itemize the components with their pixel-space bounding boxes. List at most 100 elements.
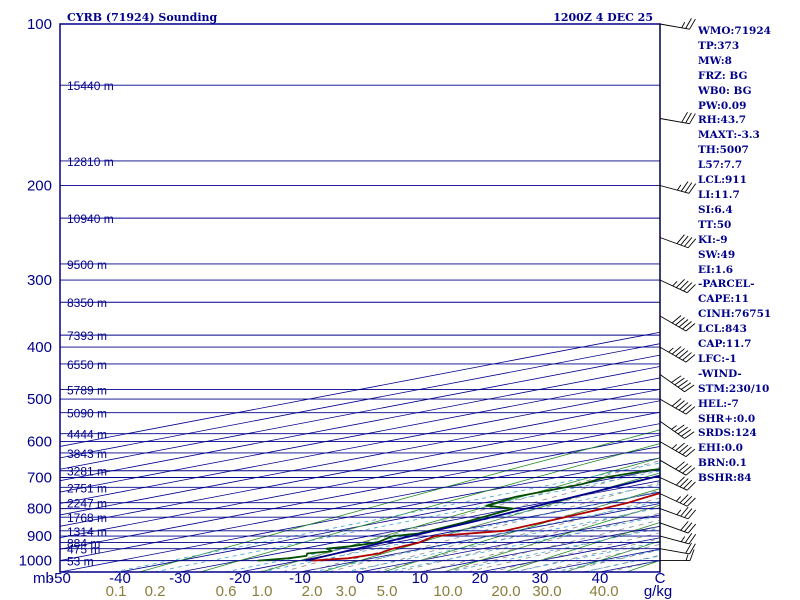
- height-label: 3281 m: [67, 465, 107, 479]
- barb-flag: [683, 282, 693, 292]
- barb-flag: [671, 315, 682, 324]
- barb-flag: [679, 478, 689, 488]
- mixing-ratio-label: 2.0: [302, 583, 323, 600]
- barb-flag: [680, 235, 689, 246]
- height-label: 5090 m: [67, 407, 107, 421]
- isotherm-line: [60, 343, 660, 459]
- barb-flag: [685, 448, 696, 457]
- barb-shaft: [659, 398, 687, 415]
- barb-half-flag: [672, 281, 678, 287]
- index-15: SW:49: [698, 248, 736, 261]
- barb-flag: [688, 183, 697, 194]
- pressure-tick-label: 500: [27, 391, 52, 408]
- barb-shaft: [659, 508, 689, 520]
- mixing-ratio-label: 10.0: [433, 583, 462, 600]
- barb-flag: [678, 444, 689, 453]
- height-label: 53 m: [67, 555, 94, 569]
- temperature-trace: [311, 492, 660, 562]
- barb-flag: [682, 446, 692, 455]
- temperature-tick-label: 0: [356, 570, 364, 587]
- height-label: 1314 m: [67, 525, 107, 539]
- barb-flag: [689, 543, 696, 555]
- dry-adiabat-line: [139, 429, 660, 572]
- pressure-tick-label: 1000: [19, 553, 52, 570]
- barb-flag: [686, 481, 696, 491]
- barb-flag: [685, 354, 696, 363]
- barb-shaft: [659, 535, 690, 545]
- index-21: CAP:11.7: [698, 338, 752, 351]
- pressure-tick-label: 200: [27, 178, 52, 195]
- mixing-ratio-label: 30.0: [532, 583, 561, 600]
- index-14: KI:-9: [698, 233, 728, 246]
- barb-flag: [678, 319, 689, 328]
- wind-barb: [660, 549, 695, 562]
- pressure-tick-label: 800: [27, 501, 52, 518]
- isotherm-line: [60, 366, 660, 482]
- index-1: TP:373: [698, 39, 740, 52]
- barb-flag: [689, 549, 695, 561]
- mixing-ratio-label: 0.6: [216, 583, 237, 600]
- index-0: WMO:71924: [698, 25, 771, 37]
- height-label: 6550 m: [67, 358, 107, 372]
- index-20: LCL:843: [698, 323, 747, 336]
- observation-time: 1200Z 4 DEC 25: [553, 11, 653, 24]
- temperature-tick-label: 20: [472, 570, 489, 587]
- mixing-ratio-unit-label: g/kg: [644, 583, 672, 600]
- moist-adiabat-line: [513, 538, 660, 572]
- mixing-ratio-label: 0.2: [145, 583, 166, 600]
- temperature-tick-label: -40: [109, 570, 131, 587]
- barb-half-flag: [671, 425, 677, 430]
- barb-half-flag: [668, 347, 674, 353]
- barb-flag: [683, 479, 693, 489]
- mixing-ratio-label: 0.1: [106, 583, 127, 600]
- temperature-tick-label: -20: [229, 570, 251, 587]
- moist-adiabat-line: [421, 512, 660, 572]
- mixing-ratio-label: 3.0: [336, 583, 357, 600]
- barb-shaft: [659, 441, 687, 457]
- index-17: -PARCEL-: [698, 278, 755, 291]
- wind-barb: [659, 521, 697, 534]
- wind-barb: [659, 315, 696, 332]
- barb-flag: [687, 509, 697, 520]
- barb-flag: [671, 375, 682, 383]
- barb-flag: [683, 495, 693, 505]
- index-10: LCL:911: [698, 174, 747, 187]
- barb-flag: [688, 534, 697, 545]
- index-12: SI:6.4: [698, 203, 733, 216]
- barb-flag: [678, 463, 689, 472]
- height-label: 12810 m: [67, 155, 114, 169]
- barb-flag: [684, 508, 693, 518]
- barb-half-flag: [681, 22, 686, 29]
- index-25: HEL:-7: [698, 397, 739, 410]
- barb-flag: [684, 522, 693, 532]
- wind-barb: [659, 506, 697, 520]
- pressure-tick-label: 400: [27, 339, 52, 356]
- plot-frame: [59, 23, 661, 573]
- barb-shaft: [659, 185, 690, 194]
- height-label: 8350 m: [67, 296, 107, 310]
- barb-shaft: [659, 315, 687, 332]
- background-grid: [60, 24, 660, 572]
- barb-flag: [675, 317, 685, 326]
- sounding-indices: WMO:71924 TP:373 MW:8 FRZ: BG WB0: BG PW:0.09…: [698, 24, 798, 486]
- pressure-tick-label: 300: [27, 272, 52, 289]
- barb-flag: [681, 111, 688, 123]
- sounding-traces: [257, 468, 660, 562]
- index-22: LFC:-1: [698, 352, 737, 365]
- wind-barb: [659, 398, 696, 415]
- isotherm-line: [119, 468, 660, 572]
- barb-flag: [680, 181, 689, 192]
- moist-adiabat-line: [328, 481, 660, 572]
- temperature-tick-label: -50: [49, 570, 71, 587]
- temperature-tick-label: 40: [592, 570, 609, 587]
- height-label: 5789 m: [67, 384, 107, 398]
- moist-adiabat-line: [490, 532, 660, 572]
- barb-half-flag: [677, 184, 682, 191]
- dry-adiabat-line: [382, 488, 660, 572]
- index-16: EI:1.6: [698, 263, 734, 276]
- index-18: CAPE:11: [698, 293, 749, 306]
- barb-flag: [685, 323, 696, 332]
- index-8: TH:5007: [698, 144, 749, 157]
- wind-barb: [659, 420, 695, 439]
